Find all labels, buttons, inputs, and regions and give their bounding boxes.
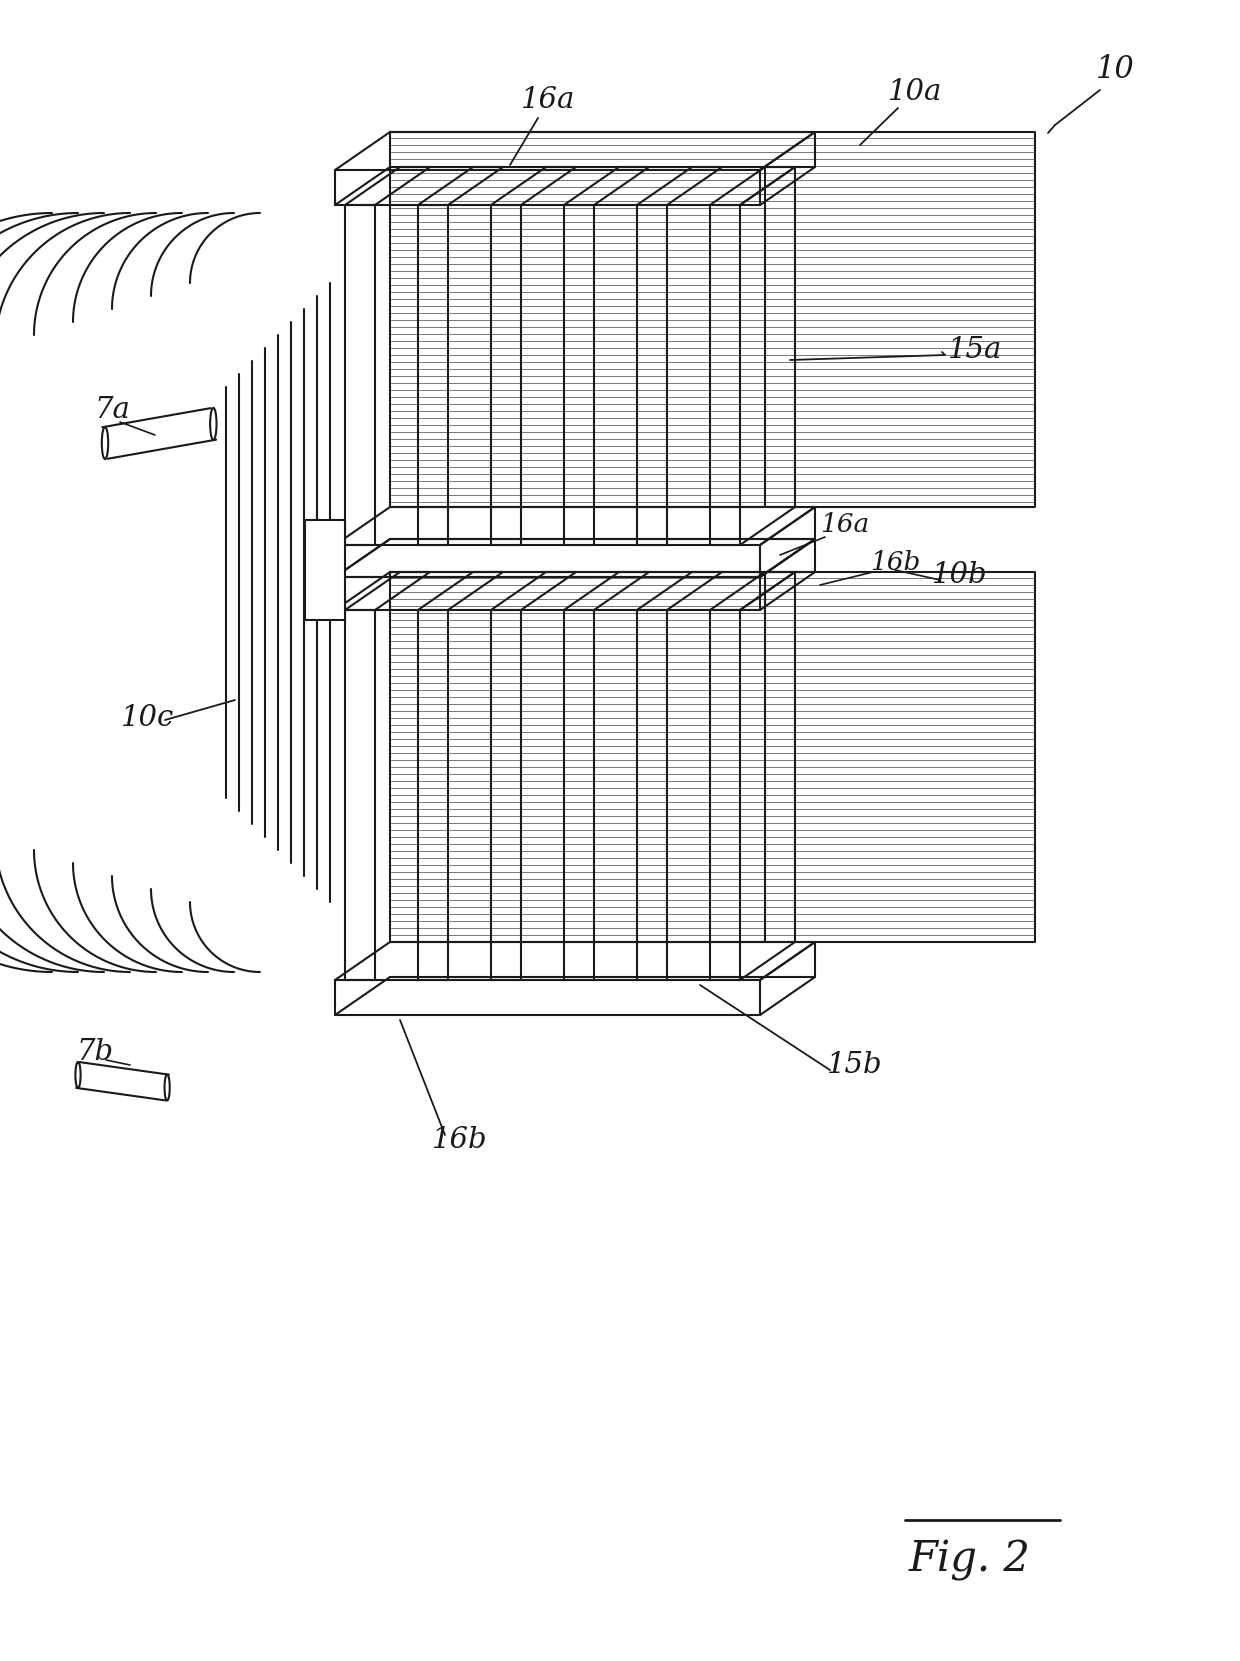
- Ellipse shape: [102, 427, 108, 458]
- Text: 10c: 10c: [122, 704, 175, 733]
- Text: 15a: 15a: [947, 336, 1002, 364]
- Text: 10: 10: [1096, 55, 1135, 85]
- Text: 10b: 10b: [932, 561, 988, 590]
- Text: Fig. 2: Fig. 2: [909, 1540, 1030, 1581]
- Text: 16a: 16a: [821, 513, 869, 538]
- Ellipse shape: [165, 1075, 170, 1101]
- Text: 16a: 16a: [521, 86, 575, 115]
- Text: 15b: 15b: [827, 1051, 883, 1080]
- Text: 16b: 16b: [433, 1126, 487, 1154]
- Text: 10a: 10a: [888, 78, 942, 106]
- Text: 7a: 7a: [94, 395, 130, 424]
- Ellipse shape: [76, 1061, 81, 1088]
- Text: 16b: 16b: [869, 550, 920, 575]
- Ellipse shape: [210, 409, 217, 440]
- Bar: [305, 520, 345, 620]
- Text: 7b: 7b: [77, 1038, 114, 1066]
